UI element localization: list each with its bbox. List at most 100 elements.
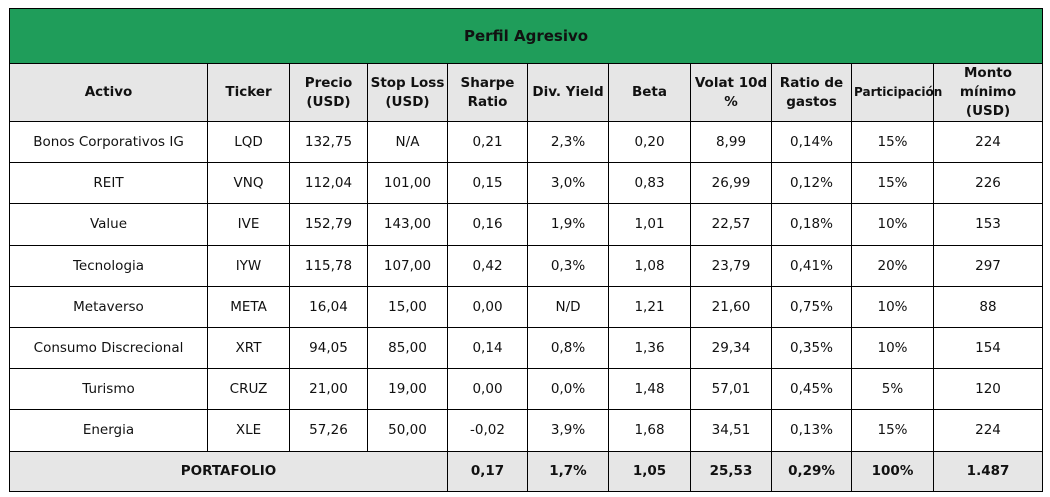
cell-participacion: 10% [851, 326, 934, 370]
cell-volat: 57,01 [690, 368, 772, 411]
table-row: Value IVE 152,79 143,00 0,16 1,9% 1,01 22,57 0,1… [9, 203, 1044, 246]
cell-ticker: META [207, 285, 290, 328]
table-row: Energia XLE 57,26 50,00 -0,02 3,9% 1,68 34,51 0,… [9, 409, 1044, 452]
cell-precio: 115,78 [289, 244, 368, 287]
col-header-participacion: Participación [851, 63, 942, 122]
total-sharpe: 0,17 [447, 450, 528, 492]
cell-sharpe: 0,21 [447, 120, 528, 164]
total-volat: 25,53 [690, 450, 772, 492]
cell-stop-loss: 50,00 [367, 409, 448, 452]
cell-volat: 8,99 [690, 120, 772, 164]
cell-stop-loss: N/A [367, 120, 448, 164]
cell-div-yield: 0,8% [527, 326, 609, 370]
cell-participacion: 10% [851, 285, 934, 328]
title-row: Perfil Agresivo [8, 8, 1044, 64]
cell-stop-loss: 19,00 [367, 368, 448, 411]
cell-participacion: 10% [851, 203, 934, 246]
cell-ticker: IYW [207, 244, 290, 287]
cell-participacion: 15% [851, 409, 934, 452]
col-header-ticker: Ticker [207, 63, 290, 122]
col-header-monto-minimo: Monto mínimo (USD) [932, 63, 1044, 122]
header-row: Activo Ticker Precio (USD) Stop Loss (US… [9, 63, 1044, 122]
col-header-sharpe: Sharpe Ratio [447, 63, 528, 122]
cell-sharpe: 0,16 [447, 203, 528, 246]
cell-participacion: 5% [851, 368, 934, 411]
cell-activo: Value [9, 203, 208, 246]
cell-monto-minimo: 154 [932, 326, 1044, 370]
cell-precio: 152,79 [289, 203, 368, 246]
total-row: PORTAFOLIO 0,17 1,7% 1,05 25,53 0,29% 10… [9, 450, 1044, 492]
cell-monto-minimo: 153 [932, 203, 1044, 246]
total-label: PORTAFOLIO [9, 450, 448, 492]
cell-ticker: VNQ [207, 162, 290, 205]
cell-monto-minimo: 120 [932, 368, 1044, 411]
col-header-precio: Precio (USD) [289, 63, 368, 122]
cell-beta: 1,68 [608, 409, 691, 452]
cell-monto-minimo: 224 [932, 120, 1044, 164]
cell-sharpe: 0,00 [447, 368, 528, 411]
cell-stop-loss: 15,00 [367, 285, 448, 328]
cell-div-yield: 1,9% [527, 203, 609, 246]
total-beta: 1,05 [608, 450, 691, 492]
cell-ticker: XLE [207, 409, 290, 452]
cell-volat: 26,99 [690, 162, 772, 205]
cell-precio: 21,00 [289, 368, 368, 411]
portfolio-table: Perfil Agresivo Activo Ticker Precio (US… [8, 8, 1044, 492]
cell-activo: Turismo [9, 368, 208, 411]
cell-sharpe: 0,14 [447, 326, 528, 370]
cell-ratio-gastos: 0,14% [771, 120, 852, 164]
cell-monto-minimo: 297 [932, 244, 1044, 287]
cell-monto-minimo: 88 [932, 285, 1044, 328]
cell-beta: 1,01 [608, 203, 691, 246]
col-header-ratio-gastos: Ratio de gastos [771, 63, 852, 122]
cell-stop-loss: 107,00 [367, 244, 448, 287]
cell-stop-loss: 143,00 [367, 203, 448, 246]
cell-volat: 23,79 [690, 244, 772, 287]
cell-participacion: 20% [851, 244, 934, 287]
table-row: Turismo CRUZ 21,00 19,00 0,00 0,0% 1,48 57,01 0,… [9, 368, 1044, 411]
cell-participacion: 15% [851, 162, 934, 205]
table-row: Metaverso META 16,04 15,00 0,00 N/D 1,21 21,60 0… [9, 285, 1044, 328]
cell-activo: REIT [9, 162, 208, 205]
total-ratio-gastos: 0,29% [771, 450, 852, 492]
cell-precio: 94,05 [289, 326, 368, 370]
cell-ratio-gastos: 0,35% [771, 326, 852, 370]
cell-div-yield: 0,3% [527, 244, 609, 287]
total-monto: 1.487 [932, 450, 1044, 492]
cell-activo: Consumo Discrecional [9, 326, 208, 370]
cell-activo: Energia [9, 409, 208, 452]
cell-participacion: 15% [851, 120, 934, 164]
total-div-yield: 1,7% [527, 450, 609, 492]
cell-sharpe: 0,42 [447, 244, 528, 287]
cell-activo: Metaverso [9, 285, 208, 328]
portfolio-table-container: Perfil Agresivo Activo Ticker Precio (US… [8, 8, 1044, 492]
cell-precio: 132,75 [289, 120, 368, 164]
cell-beta: 0,83 [608, 162, 691, 205]
cell-div-yield: 3,9% [527, 409, 609, 452]
table-row: Bonos Corporativos IG LQD 132,75 N/A 0,21 2,3… [9, 120, 1044, 164]
cell-precio: 57,26 [289, 409, 368, 452]
cell-activo: Tecnologia [9, 244, 208, 287]
cell-ticker: CRUZ [207, 368, 290, 411]
cell-div-yield: N/D [527, 285, 609, 328]
cell-ratio-gastos: 0,13% [771, 409, 852, 452]
cell-beta: 1,36 [608, 326, 691, 370]
cell-activo: Bonos Corporativos IG [9, 120, 208, 164]
cell-ticker: XRT [207, 326, 290, 370]
cell-beta: 1,08 [608, 244, 691, 287]
cell-volat: 21,60 [690, 285, 772, 328]
cell-div-yield: 2,3% [527, 120, 609, 164]
table-row: REIT VNQ 112,04 101,00 0,15 3,0% 0,83 26,99 0,12… [9, 162, 1044, 205]
col-header-beta: Beta [608, 63, 691, 122]
cell-sharpe: 0,15 [447, 162, 528, 205]
cell-precio: 112,04 [289, 162, 368, 205]
cell-beta: 0,20 [608, 120, 691, 164]
cell-beta: 1,21 [608, 285, 691, 328]
col-header-activo: Activo [9, 63, 208, 122]
cell-stop-loss: 85,00 [367, 326, 448, 370]
cell-ratio-gastos: 0,41% [771, 244, 852, 287]
cell-volat: 29,34 [690, 326, 772, 370]
cell-beta: 1,48 [608, 368, 691, 411]
table-body: Bonos Corporativos IG LQD 132,75 N/A 0,21 2,3… [9, 120, 1044, 452]
cell-ratio-gastos: 0,45% [771, 368, 852, 411]
